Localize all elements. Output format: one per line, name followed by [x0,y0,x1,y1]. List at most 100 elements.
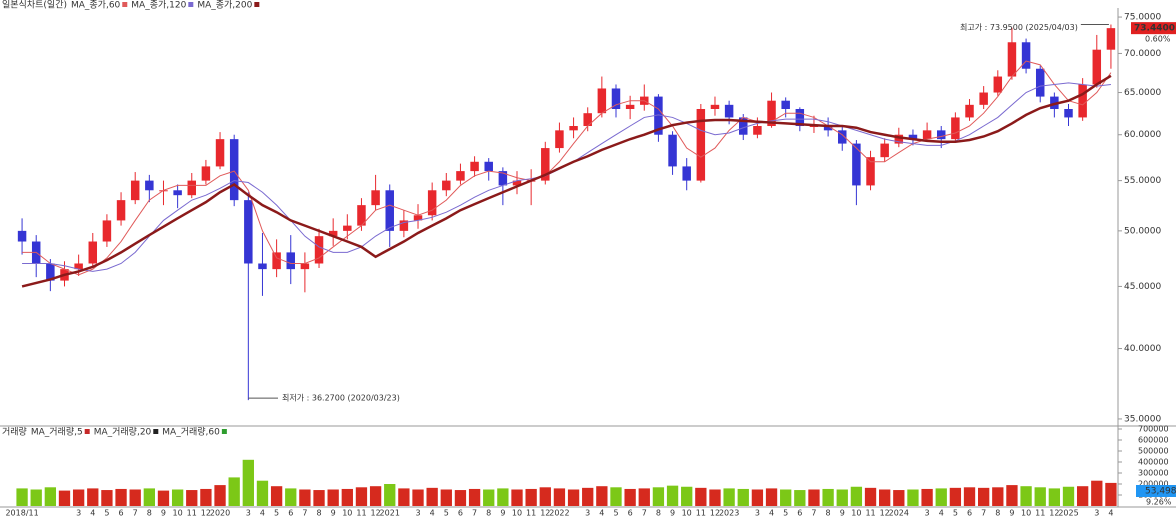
low-annotation: 최저가 : 36.2700 (2020/03/23) [282,393,400,403]
candle-body [371,190,380,206]
volume-bar [58,490,71,506]
candle-body [244,200,253,264]
legend-label: MA_종가,60 [71,0,121,11]
x-tick-label: 10 [512,509,522,518]
volume-bar [1006,485,1018,506]
candle-body [597,88,607,114]
x-tick-label: 8 [826,509,831,518]
x-tick-label: 3 [755,509,760,518]
volume-bar [1034,487,1046,506]
candle-body [46,263,55,281]
volume-bar [454,490,467,506]
candle-body [498,171,508,186]
x-tick-label: 4 [769,509,774,518]
candle-body [795,108,805,127]
volume-bar [468,488,481,506]
candle-body [951,117,960,140]
x-tick-label: 9 [500,509,505,518]
x-tick-label: 2023 [719,509,739,518]
volume-bar [30,489,42,506]
x-tick-label: 12 [710,509,720,518]
candle-body [343,225,352,231]
volume-bar [808,489,820,506]
x-tick-label: 7 [642,509,647,518]
x-tick-label: 4 [599,509,604,518]
volume-bar [313,490,325,506]
x-tick-label: 6 [288,509,293,518]
candle-body [668,134,677,167]
volume-bar [16,488,28,506]
volume-bar [1105,482,1117,506]
y-tick-label: 70.0000 [1124,49,1161,59]
x-tick-label: 7 [811,509,816,518]
x-tick-label: 6 [967,509,972,518]
x-tick-label: 4 [1108,509,1113,518]
volume-bar [539,487,551,506]
y-tick-label: 40.0000 [1124,344,1161,354]
volume-bar [1091,480,1103,506]
volume-bar [143,488,155,506]
candle-body [880,143,889,158]
y-tick-label: 700000 [1138,425,1169,434]
x-tick-label: 5 [274,509,279,518]
candle-body [1064,108,1073,118]
candle-body [512,180,522,186]
y-tick-label: 75.0000 [1124,13,1161,23]
volume-bar [299,489,311,506]
volume-bar [596,486,608,506]
candle-body [328,230,338,237]
x-tick-label: 2024 [889,509,909,518]
candle-body [130,180,140,201]
x-tick-label: 7 [981,509,986,518]
volume-bar [171,489,184,506]
moving-average-line [21,74,1112,288]
candle-body [781,100,790,109]
candle-body [753,126,762,135]
x-tick-label: 3 [246,509,251,518]
volume-bar [129,489,141,506]
y-tick-label: 45.0000 [1124,282,1161,292]
x-tick-label: 11 [526,509,536,518]
candle-body [866,157,875,186]
candle-body [102,220,112,242]
x-tick-label: 9 [1009,509,1014,518]
volume-bar [907,489,919,506]
volume-bar [652,487,665,506]
candle-body [1007,42,1017,77]
x-tick-label: 8 [316,509,321,518]
volume-bar [695,487,707,506]
candle-body [555,130,564,149]
legend-swatch [84,429,90,434]
volume-bar [228,477,240,506]
candle-body [852,143,861,186]
x-tick-label: 11 [696,509,706,518]
candle-body [187,180,197,196]
candle-body [1092,49,1102,85]
volume-bar [1062,486,1075,506]
candle-body [300,263,310,270]
x-tick-label: 10 [173,509,183,518]
volume-bar [666,485,679,506]
x-tick-label: 3 [925,509,930,518]
x-tick-label: 5 [444,509,449,518]
candle-body [569,126,578,131]
volume-bar [87,488,99,506]
candle-body [908,134,918,140]
x-tick-label: 2018/11 [5,509,38,518]
x-tick-label: 12 [540,509,550,518]
candle-body [229,139,239,201]
legend-label: MA_거래량,5 [31,426,83,438]
volume-bar [638,488,650,506]
volume-bar [355,487,368,506]
x-tick-label: 11 [1035,509,1045,518]
candle-body [456,171,465,181]
x-tick-label: 12 [201,509,211,518]
volume-bar [44,487,57,506]
candle-body [739,117,748,135]
candle-body [116,200,126,221]
candle-body [767,100,776,127]
candle-body [88,241,98,264]
candle-body [17,230,27,242]
x-tick-label: 2025 [1058,509,1078,518]
y-tick-label: 300000 [1138,469,1169,478]
